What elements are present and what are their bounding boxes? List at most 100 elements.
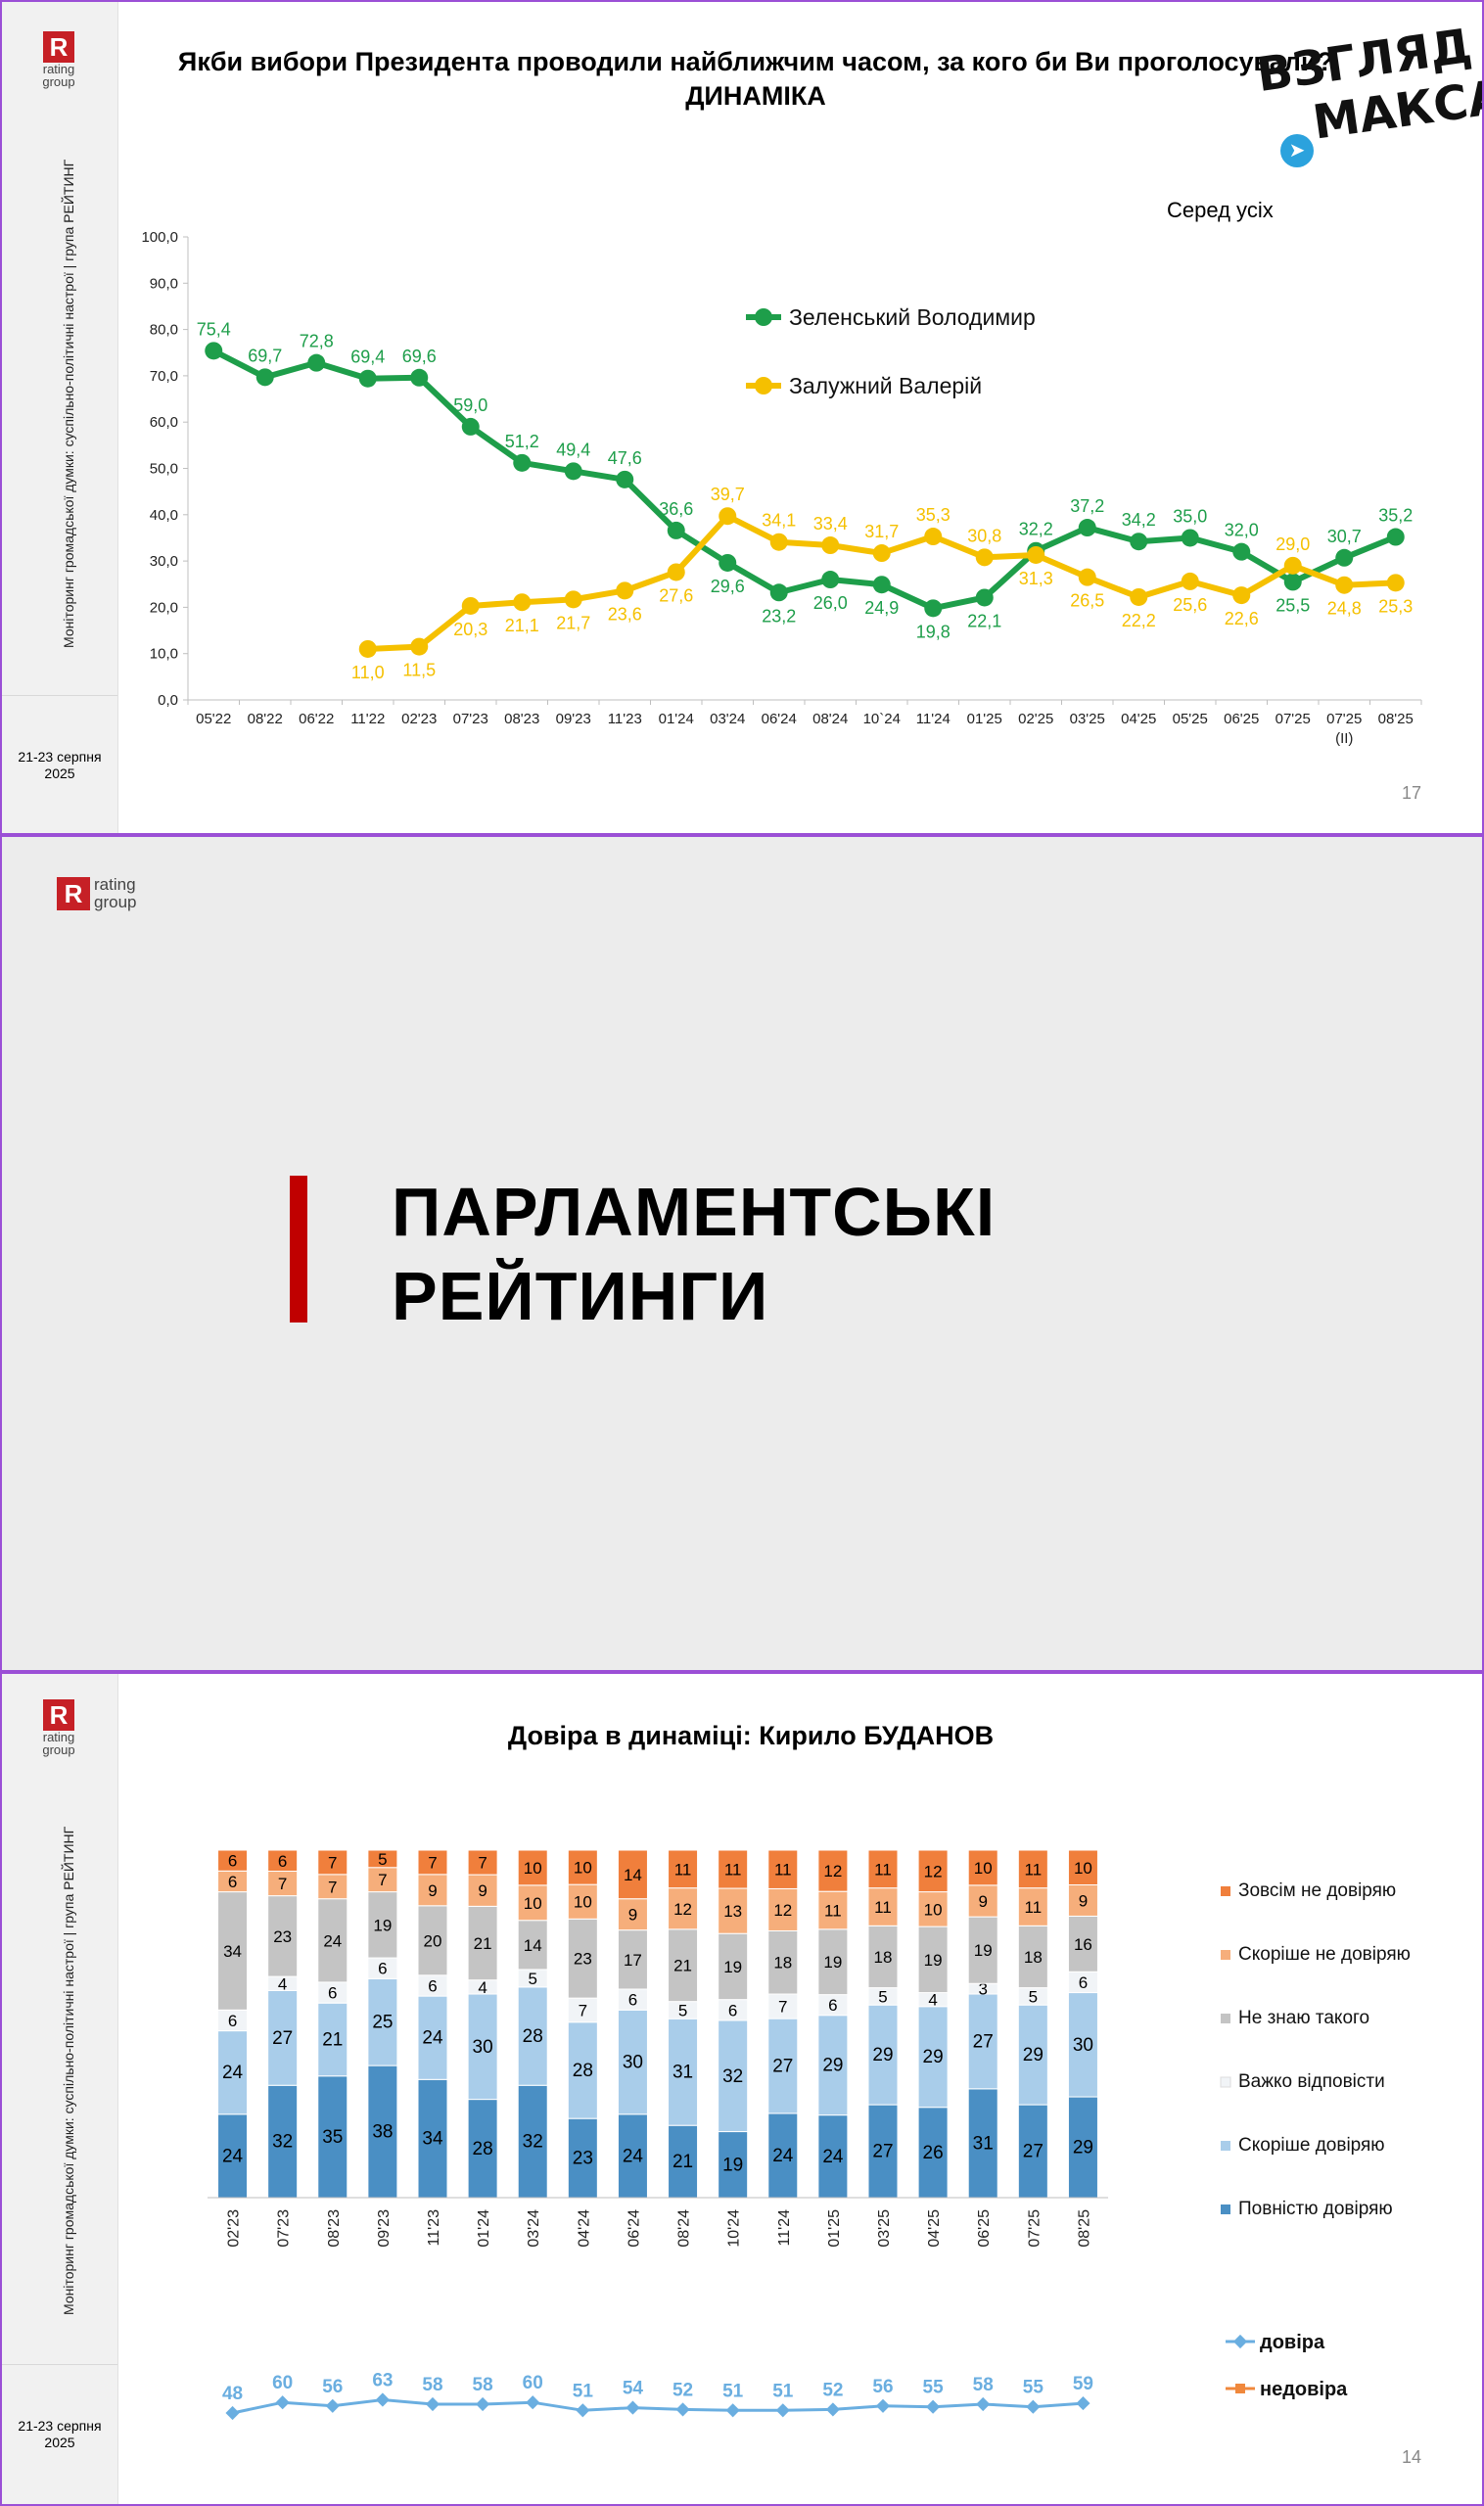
bar-segment bbox=[817, 1890, 849, 1930]
bar-value-label: 34 bbox=[223, 1942, 242, 1961]
bar-value-label: 32 bbox=[523, 2132, 543, 2153]
bar-segment bbox=[367, 1849, 398, 1869]
trust-marker bbox=[875, 2398, 891, 2413]
accent-bar bbox=[290, 1176, 307, 1323]
y-tick-label: 70,0 bbox=[150, 368, 178, 385]
bar-segment bbox=[467, 1905, 498, 1981]
bar-segment bbox=[718, 1849, 749, 1889]
bar-value-label: 27 bbox=[973, 2031, 994, 2052]
data-label: 23,2 bbox=[762, 606, 796, 626]
bar-segment bbox=[467, 1874, 498, 1907]
bar-value-label: 18 bbox=[874, 1948, 893, 1967]
bar-segment bbox=[867, 2004, 899, 2106]
bar-value-label: 24 bbox=[323, 1931, 342, 1950]
bar-segment bbox=[967, 1884, 998, 1918]
bar-value-label: 7 bbox=[778, 1998, 787, 2017]
bar-value-label: 19 bbox=[924, 1951, 943, 1970]
bar-segment bbox=[317, 1849, 348, 1876]
data-label: 21,1 bbox=[505, 616, 539, 635]
trust-marker bbox=[825, 2402, 840, 2417]
slide1-title-line1: Якби вибори Президента проводили найближ… bbox=[177, 47, 1334, 76]
sidebar-vertical-caption: Моніторинг громадської думки: суспільно-… bbox=[61, 159, 76, 648]
survey-date-line2: 2025 bbox=[44, 2435, 75, 2450]
bar-value-label: 10 bbox=[574, 1859, 592, 1878]
data-point bbox=[513, 593, 532, 612]
bar-segment bbox=[317, 1898, 348, 1983]
legend-label: Зеленський Володимир bbox=[789, 304, 1036, 330]
data-point bbox=[205, 342, 223, 360]
y-tick-label: 30,0 bbox=[150, 553, 178, 570]
data-point bbox=[410, 637, 429, 656]
data-point bbox=[358, 639, 377, 658]
bar-value-label: 9 bbox=[1079, 1891, 1088, 1910]
bar-segment bbox=[567, 1883, 598, 1920]
bar-segment bbox=[517, 1986, 548, 2086]
bar-value-label: 27 bbox=[1023, 2142, 1043, 2162]
bar-value-label: 24 bbox=[623, 2146, 644, 2166]
bar-segment bbox=[1067, 1992, 1098, 2098]
bar-value-label: 24 bbox=[422, 2028, 443, 2049]
bar-segment bbox=[367, 1867, 398, 1893]
trust-marker bbox=[325, 2398, 340, 2413]
trust-marker bbox=[976, 2396, 991, 2412]
bar-value-label: 23 bbox=[574, 1950, 592, 1969]
bar-value-label: 25 bbox=[372, 2013, 393, 2033]
x-tick-label: 01'24 bbox=[659, 711, 694, 727]
bar-value-label: 23 bbox=[573, 2149, 593, 2169]
slide3-title: Довіра в динаміці: Кирило БУДАНОВ bbox=[507, 1721, 995, 1750]
data-label: 25,5 bbox=[1275, 595, 1310, 615]
x-tick-label: 02'23 bbox=[401, 711, 437, 727]
bar-segment bbox=[567, 1918, 598, 1999]
trust-value-label: 51 bbox=[772, 2381, 794, 2401]
bar-value-label: 7 bbox=[428, 1853, 437, 1872]
x-tick-label: 10`24 bbox=[863, 711, 901, 727]
y-tick-label: 60,0 bbox=[150, 414, 178, 431]
bar-value-label: 10 bbox=[524, 1894, 542, 1913]
legend-label: Залужний Валерій bbox=[789, 373, 982, 398]
y-tick-label: 20,0 bbox=[150, 599, 178, 616]
data-point bbox=[513, 453, 532, 472]
data-point bbox=[821, 536, 840, 555]
trust-marker bbox=[425, 2396, 441, 2412]
survey-date-line1: 21-23 серпня bbox=[18, 749, 102, 765]
bar-value-label: 18 bbox=[773, 1954, 792, 1972]
bar-value-label: 4 bbox=[928, 1991, 937, 2010]
bar-segment bbox=[367, 1977, 398, 2066]
bar-value-label: 17 bbox=[624, 1951, 642, 1970]
legend-label: недовіра bbox=[1260, 2379, 1348, 2400]
data-point bbox=[667, 563, 685, 581]
bar-segment bbox=[217, 1849, 249, 1872]
data-label: 51,2 bbox=[505, 432, 539, 451]
data-label: 27,6 bbox=[659, 585, 693, 605]
bar-value-label: 5 bbox=[528, 1970, 536, 1988]
bar-value-label: 10 bbox=[574, 1893, 592, 1912]
page-number: 14 bbox=[1402, 2447, 1422, 2467]
bar-segment bbox=[267, 1989, 299, 2086]
x-tick-label: 08'25 bbox=[1378, 711, 1414, 727]
x-tick-label: 06'25 bbox=[976, 2209, 993, 2248]
logo-line2: group bbox=[42, 74, 75, 89]
bar-value-label: 6 bbox=[428, 1976, 437, 1995]
data-point bbox=[1027, 545, 1045, 564]
bar-segment bbox=[767, 1929, 799, 1995]
data-label: 69,7 bbox=[248, 346, 282, 365]
data-point bbox=[1283, 573, 1302, 591]
survey-date-line1: 21-23 серпня bbox=[18, 2418, 102, 2434]
data-label: 22,2 bbox=[1122, 611, 1156, 630]
sidebar-divider bbox=[2, 695, 117, 696]
x-tick-label: 08'22 bbox=[248, 711, 283, 727]
trust-marker bbox=[725, 2403, 740, 2418]
data-label: 22,1 bbox=[967, 611, 1001, 630]
bar-segment bbox=[517, 1884, 548, 1922]
data-point bbox=[1335, 548, 1354, 567]
data-point bbox=[255, 368, 274, 387]
sidebar: R rating group Моніторинг громадської ду… bbox=[2, 2, 118, 833]
slide1-title: Якби вибори Президента проводили найближ… bbox=[139, 47, 1372, 112]
bar-value-label: 7 bbox=[579, 2001, 587, 2019]
page-number: 17 bbox=[1402, 783, 1422, 803]
bar-value-label: 27 bbox=[272, 2028, 293, 2049]
x-tick-label: 11'23 bbox=[426, 2209, 442, 2247]
y-tick-label: 80,0 bbox=[150, 322, 178, 339]
x-tick-label: 05'22 bbox=[196, 711, 231, 727]
y-tick-label: 10,0 bbox=[150, 646, 178, 663]
